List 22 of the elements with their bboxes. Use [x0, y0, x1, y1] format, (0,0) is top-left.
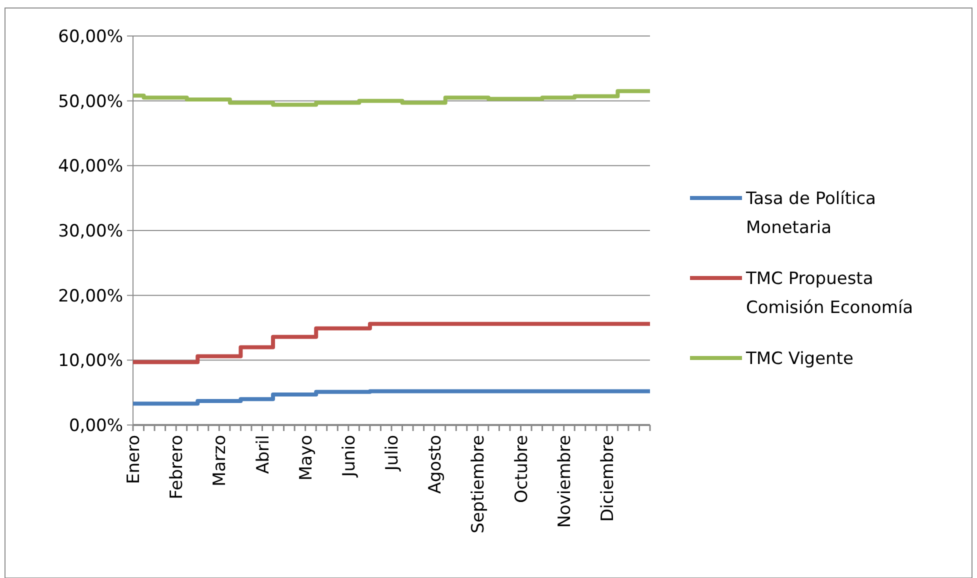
legend-label: TMC Vigente [745, 348, 854, 369]
x-tick-label: Abril [253, 435, 274, 474]
y-tick-label: 30,00% [58, 221, 123, 242]
legend-label: Tasa de Política Monetaria [745, 188, 876, 238]
y-tick-label: 60,00% [58, 26, 123, 47]
x-tick-label: Mayo [296, 435, 316, 481]
y-tick-label: 20,00% [58, 286, 123, 306]
y-tick-label: 40,00% [58, 156, 123, 177]
x-tick-label: Enero [124, 435, 144, 484]
x-tick-label: Julio [382, 435, 402, 472]
x-tick-label: Junio [339, 435, 360, 478]
x-tick-label: Diciembre [598, 435, 618, 522]
x-tick-label: Septiembre [468, 435, 489, 534]
y-tick-label: 0,00% [68, 416, 123, 436]
x-tick-label: Marzo [210, 435, 230, 486]
x-tick-label: Noviembre [554, 435, 575, 528]
legend-label: TMC Propuesta Comisión Economía [745, 268, 914, 318]
x-tick-label: Octubre [512, 435, 532, 504]
y-tick-label: 10,00% [58, 351, 123, 372]
y-tick-label: 50,00% [58, 92, 123, 112]
x-tick-label: Agosto [426, 435, 446, 494]
x-tick-label: Febrero [167, 435, 188, 500]
